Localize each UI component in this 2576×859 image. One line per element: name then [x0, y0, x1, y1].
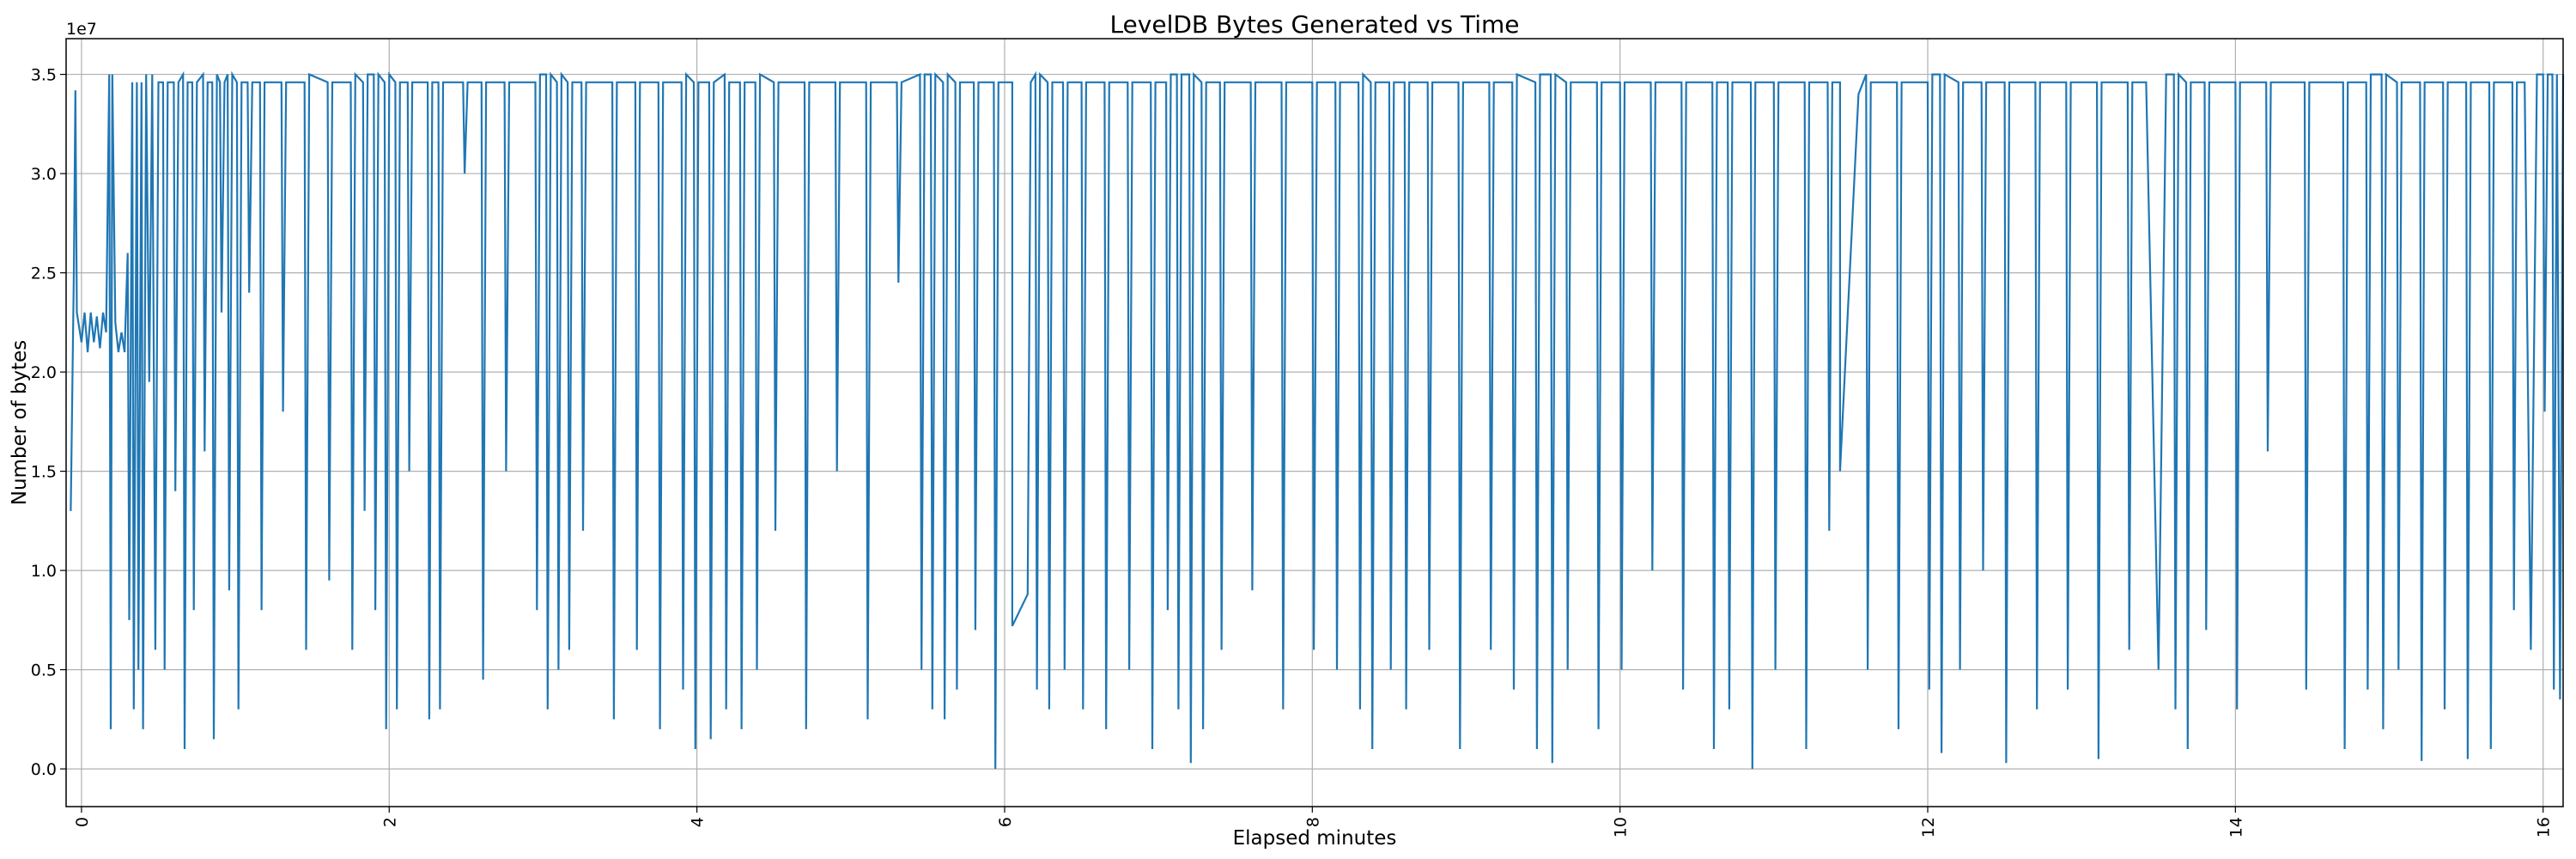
y-tick-label: 0.5: [31, 661, 57, 680]
y-tick-label: 1.5: [31, 463, 57, 482]
x-tick-label: 10: [1612, 817, 1631, 838]
y-tick-label: 2.0: [31, 363, 57, 382]
y-tick-label: 3.5: [31, 66, 57, 85]
y-axis-label: Number of bytes: [9, 340, 31, 506]
x-tick-label: 0: [73, 817, 92, 827]
x-tick-label: 6: [996, 817, 1015, 827]
y-axis-ticks: 0.0 0.5 1.0 1.5 2.0 2.5 3.0 3.5: [31, 66, 66, 779]
x-tick-label: 12: [1919, 817, 1938, 838]
y-tick-label: 0.0: [31, 760, 57, 779]
y-tick-label: 2.5: [31, 265, 57, 283]
y-tick-label: 1.0: [31, 562, 57, 581]
plot-frame: [65, 38, 2564, 807]
x-axis-ticks: 0 2 4 6 8 10 12 14 16: [73, 807, 2554, 838]
y-tick-label: 3.0: [31, 165, 57, 184]
x-tick-label: 14: [2227, 817, 2245, 838]
x-tick-label: 4: [689, 817, 708, 827]
x-tick-label: 2: [380, 817, 399, 827]
chart-title: LevelDB Bytes Generated vs Time: [1109, 10, 1519, 39]
x-tick-label: 16: [2535, 817, 2554, 838]
y-offset-label: 1e7: [66, 20, 97, 39]
series-line-bytes: [70, 70, 2565, 770]
x-axis-label: Elapsed minutes: [1233, 827, 1397, 850]
x-tick-label: 8: [1303, 817, 1322, 827]
series-group: [70, 70, 2565, 770]
